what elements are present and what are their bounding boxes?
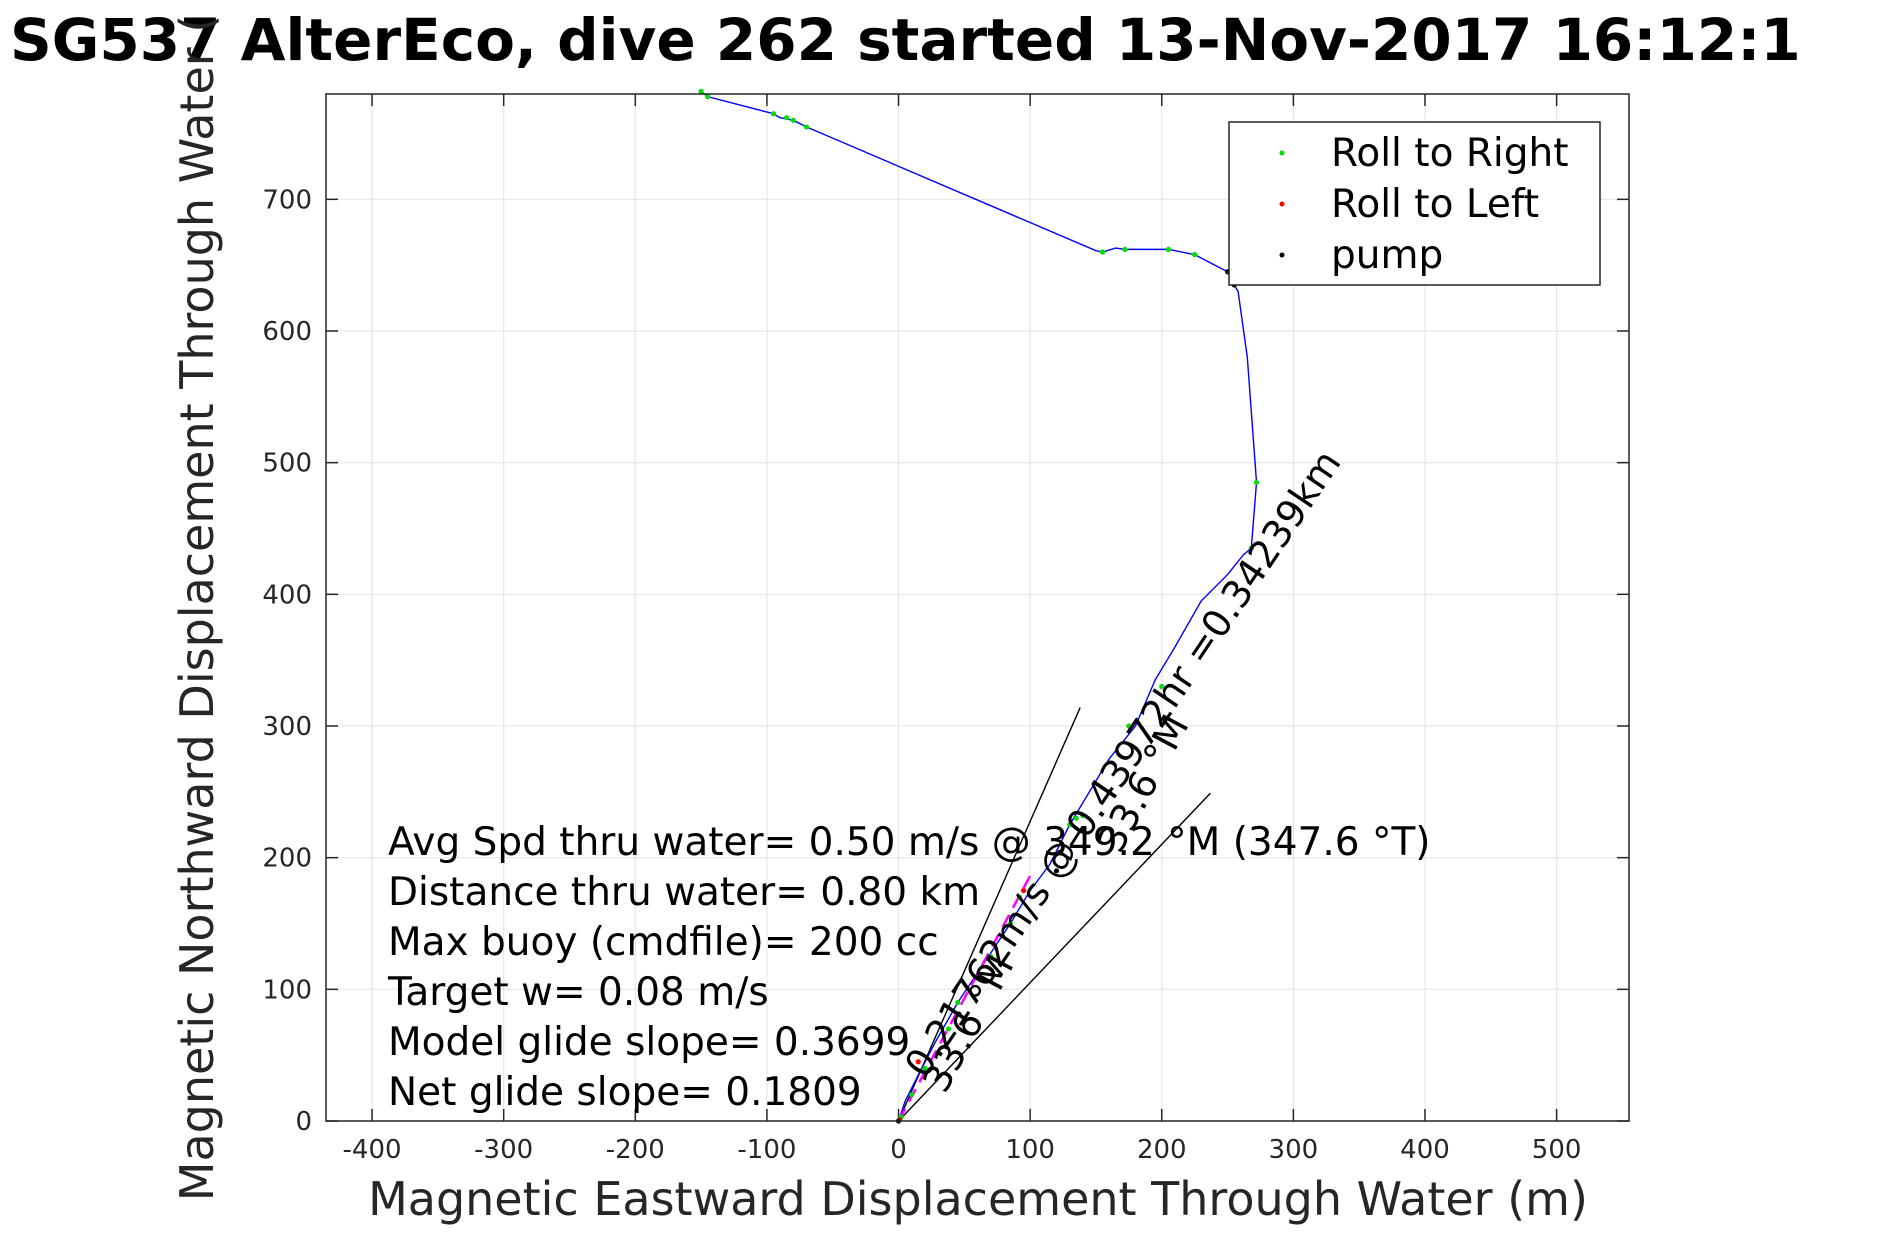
track-line — [700, 90, 1258, 1122]
roll-to-right-marker — [1248, 545, 1254, 551]
roll-to-right-marker — [1165, 246, 1171, 252]
guide-line — [897, 707, 1081, 1122]
x-tick-label: 100 — [1005, 1135, 1055, 1165]
y-axis-label: Magnetic Northward Displacement Through … — [170, 15, 224, 1201]
roll-to-left-marker — [915, 1059, 921, 1065]
dive-track — [700, 90, 1258, 1122]
dive-stats: Avg Spd thru water= 0.50 m/s @ 349.2 °M … — [387, 820, 1431, 1115]
roll-to-right-marker — [955, 999, 961, 1006]
x-tick-labels: -400 -300 -200 -100 0 100 200 300 400 500 — [343, 1135, 1582, 1165]
net-glide-slope-text: Net glide slope= 0.1809 — [388, 1070, 862, 1115]
y-tick-label: 600 — [262, 317, 312, 347]
x-axis-label: Magnetic Eastward Displacement Through W… — [368, 1172, 1588, 1226]
guide-line — [898, 792, 1211, 1122]
roll-to-right-marker — [1159, 683, 1165, 690]
target-w-text: Target w= 0.08 m/s — [387, 970, 769, 1015]
roll-to-right-marker — [784, 115, 790, 121]
avg-speed-text: Avg Spd thru water= 0.50 m/s @ 349.2 °M … — [388, 820, 1431, 865]
roll-to-right-marker — [922, 1065, 928, 1071]
x-tick-label: 200 — [1137, 1135, 1187, 1165]
distance-text: Distance thru water= 0.80 km — [388, 870, 980, 915]
track-markers — [698, 88, 1260, 1124]
current-vector — [897, 870, 1034, 1122]
roll-to-left-marker — [1020, 887, 1027, 894]
y-tick-label: 500 — [262, 449, 312, 479]
y-tick-label: 300 — [262, 712, 312, 742]
legend-label-roll-right: Roll to Right — [1331, 131, 1569, 176]
roll-to-right-marker — [1122, 246, 1128, 252]
x-tick-label: 400 — [1400, 1135, 1450, 1165]
roll-to-right-marker — [803, 124, 809, 130]
x-tick-label: -100 — [737, 1135, 796, 1165]
roll-to-right-marker — [698, 88, 704, 94]
heading-guide-lines — [897, 707, 1211, 1122]
x-tick-label: 0 — [890, 1135, 907, 1165]
pump-marker — [1053, 868, 1060, 874]
roll-to-right-marker — [1192, 252, 1198, 258]
roll-to-right-marker — [705, 94, 711, 100]
roll-to-right-marker — [945, 1026, 952, 1032]
roll-to-right-marker — [1017, 894, 1023, 900]
y-tick-labels: 0 100 200 300 400 500 600 700 — [262, 185, 312, 1137]
roll-to-right-marker — [1080, 812, 1086, 819]
roll-to-right-marker — [988, 953, 994, 960]
roll-to-right-marker — [1253, 479, 1260, 486]
legend-box — [1228, 121, 1601, 286]
legend-marker-pump — [1279, 252, 1285, 258]
roll-to-right-marker — [1007, 920, 1014, 927]
roll-to-right-marker — [1126, 723, 1132, 729]
y-tick-label: 400 — [262, 580, 312, 610]
roll-to-right-marker — [770, 111, 777, 117]
chart-title: SG537 AlterEco, dive 262 started 13-Nov-… — [10, 6, 1801, 74]
x-tick-label: -400 — [343, 1135, 402, 1165]
roll-to-right-marker — [909, 1092, 915, 1098]
y-tick-label: 0 — [295, 1107, 312, 1137]
axes-frame — [325, 93, 1630, 1122]
roll-to-right-marker — [790, 117, 796, 123]
legend-label-pump: pump — [1331, 233, 1443, 278]
x-tick-label: 300 — [1269, 1135, 1319, 1165]
legend-marker-roll-left — [1279, 201, 1285, 207]
x-tick-label: -300 — [474, 1135, 533, 1165]
legend-marker-roll-right — [1279, 150, 1285, 156]
y-tick-label: 200 — [262, 844, 312, 874]
roll-to-right-marker — [1099, 249, 1106, 255]
legend: Roll to Right Roll to Left pump — [1228, 121, 1601, 286]
roll-to-right-marker — [1067, 822, 1073, 828]
roll-to-right-marker — [1073, 815, 1079, 821]
y-tick-label: 700 — [262, 185, 312, 215]
y-tick-label: 100 — [262, 975, 312, 1005]
model-glide-slope-text: Model glide slope= 0.3699 — [388, 1020, 910, 1065]
x-tick-label: 500 — [1532, 1135, 1582, 1165]
max-buoy-text: Max buoy (cmdfile)= 200 cc — [388, 920, 939, 965]
legend-label-roll-left: Roll to Left — [1331, 182, 1539, 227]
axis-ticks — [326, 94, 1629, 1122]
x-tick-label: -200 — [606, 1135, 665, 1165]
